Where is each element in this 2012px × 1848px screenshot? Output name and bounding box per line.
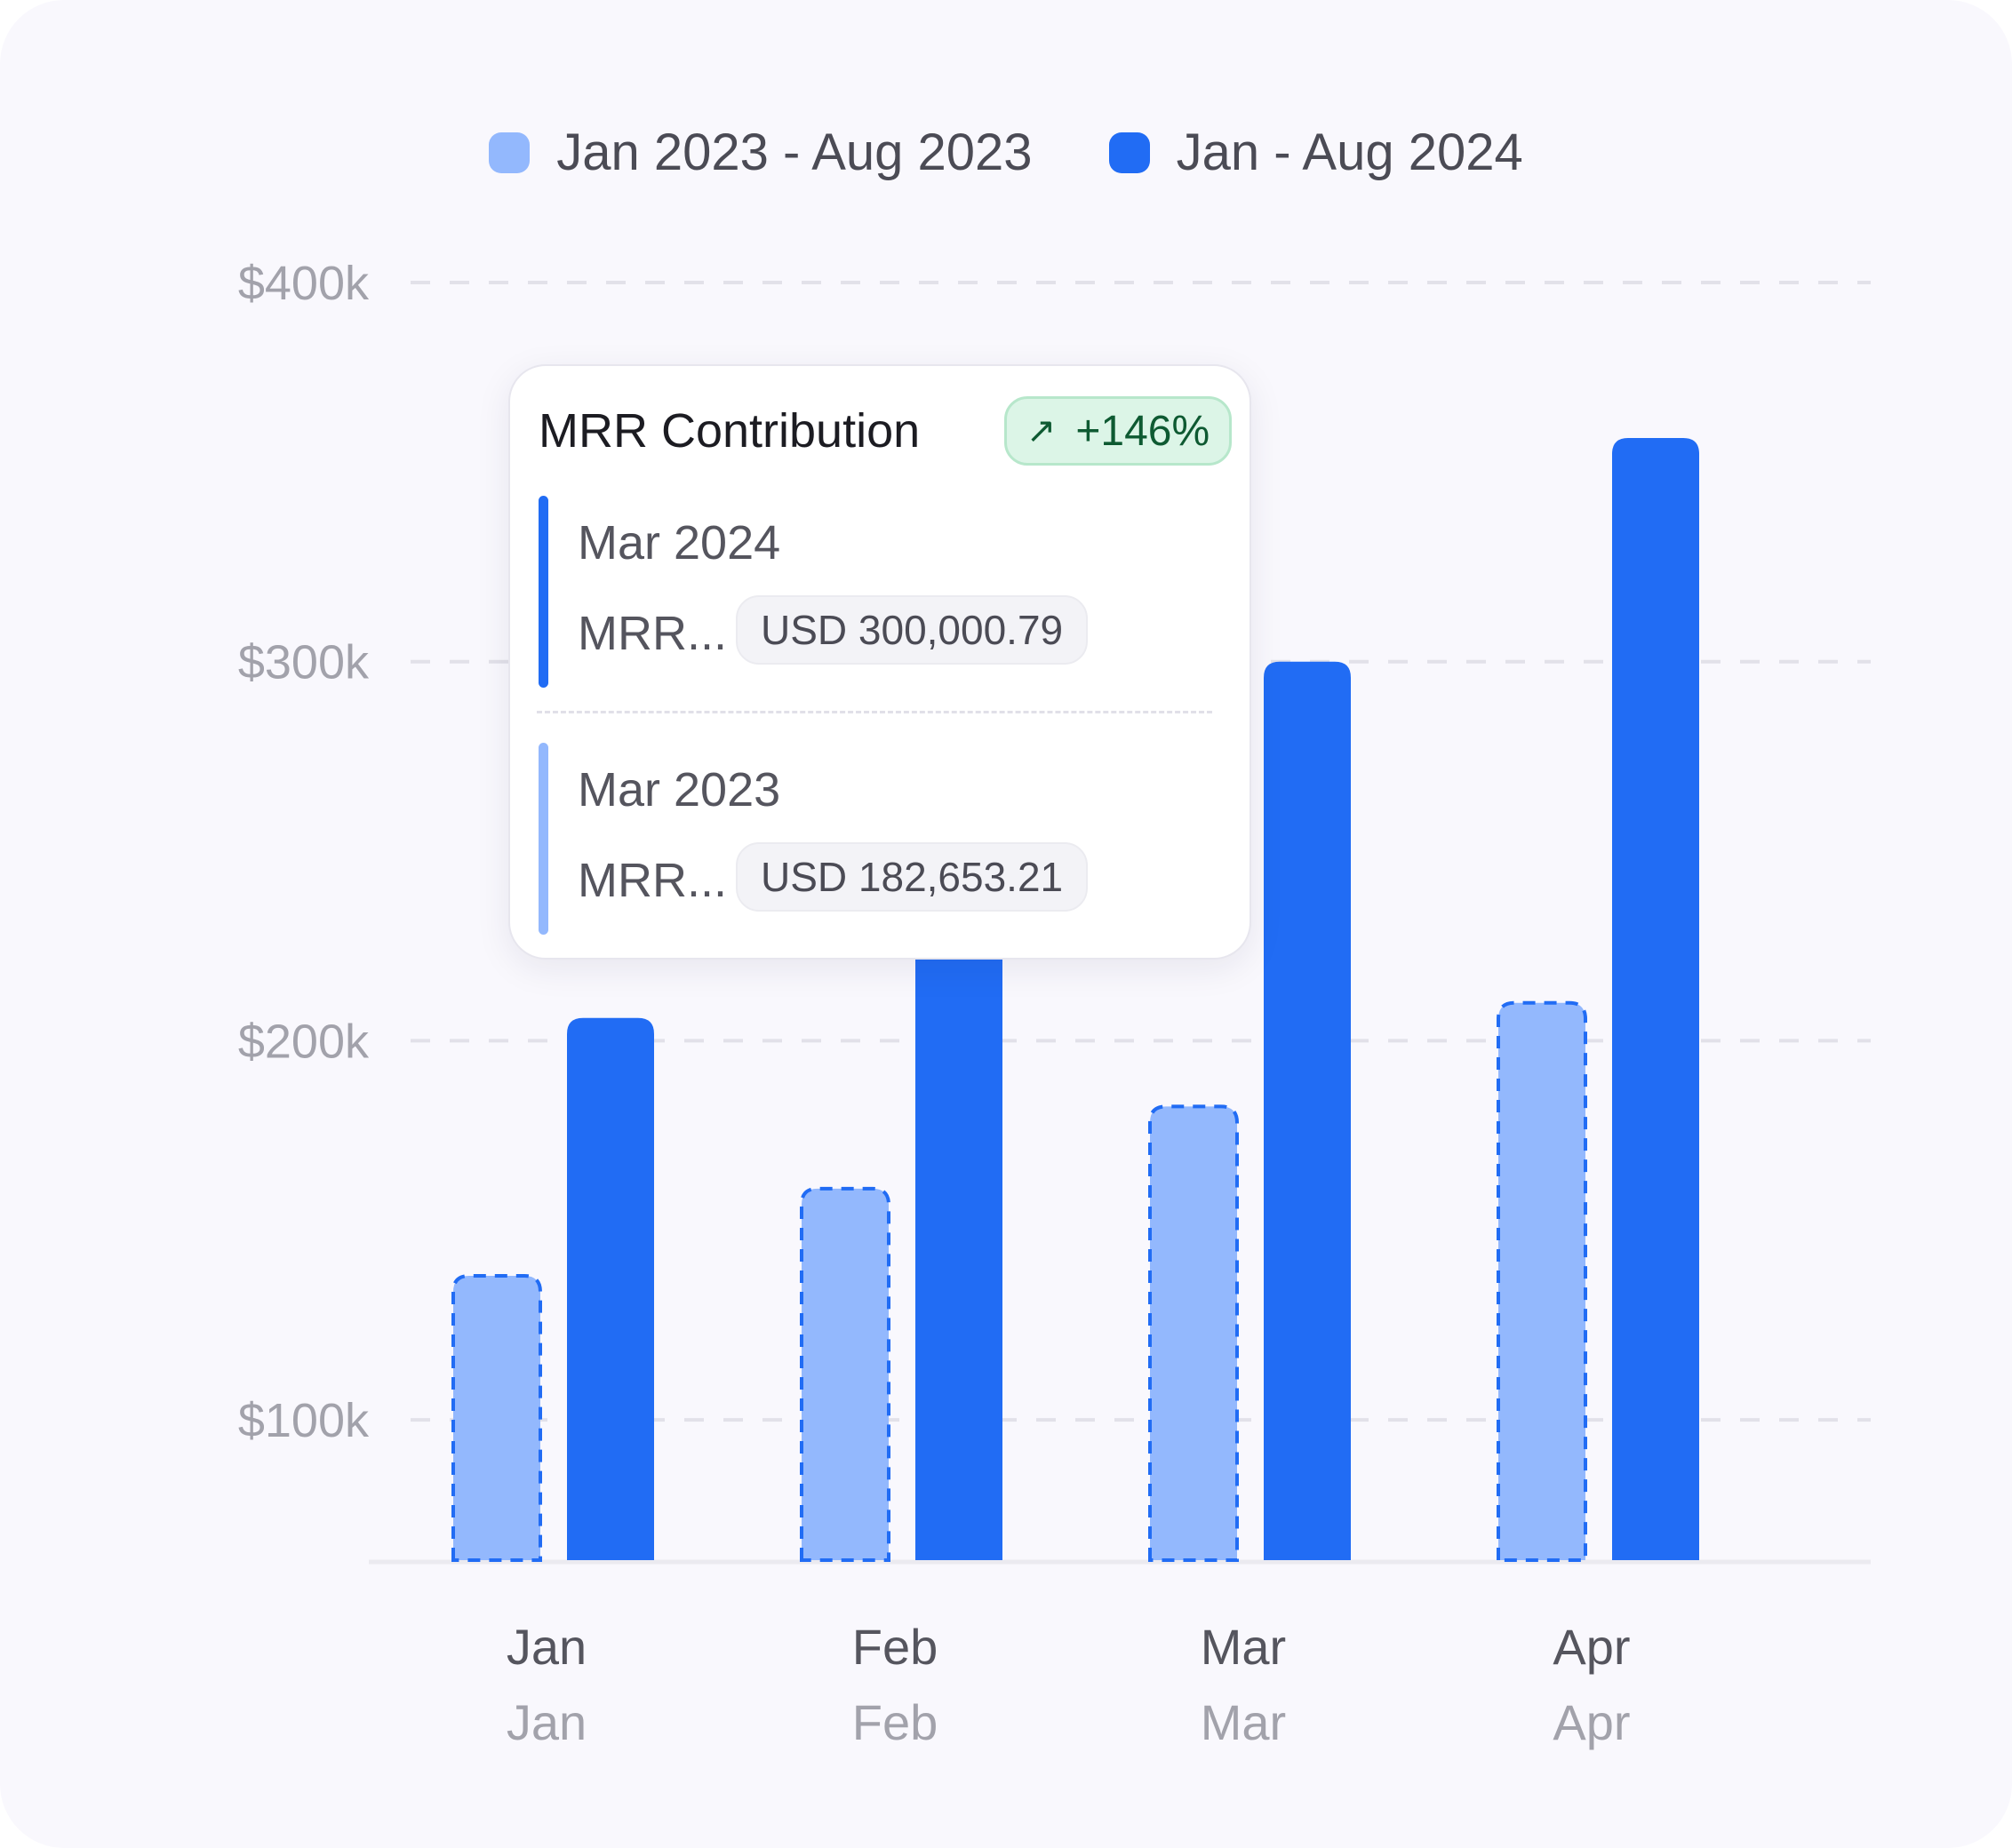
x-tick-sublabel: Jan (507, 1694, 587, 1750)
growth-badge: ↗ +146% (1004, 396, 1232, 466)
y-tick-label: $400k (238, 257, 370, 310)
bar-2024-feb (915, 870, 1002, 1560)
bar-2024-apr (1612, 437, 1699, 1560)
legend-item-2024[interactable]: Jan - Aug 2024 (1108, 123, 1523, 182)
legend: Jan 2023 - Aug 2023 Jan - Aug 2024 (0, 123, 2012, 182)
legend-item-2023[interactable]: Jan 2023 - Aug 2023 (489, 123, 1033, 182)
arrow-up-right-icon: ↗ (1026, 411, 1057, 450)
x-tick-sublabel: Apr (1553, 1694, 1630, 1750)
bar-2023-mar (1148, 1104, 1239, 1562)
tooltip-divider (537, 711, 1212, 713)
y-tick-label: $100k (238, 1394, 370, 1447)
x-tick-label: Mar (1201, 1619, 1286, 1675)
y-tick-label: $200k (238, 1015, 370, 1068)
bar-2023-feb (800, 1186, 890, 1562)
tooltip: MRR Contribution ↗ +146% Mar 2024 MRR...… (508, 364, 1251, 960)
tooltip-entry-metric: MRR... (578, 607, 727, 660)
bar-2023-apr (1497, 1000, 1587, 1562)
x-tick-sublabel: Mar (1201, 1694, 1286, 1750)
legend-label-2023: Jan 2023 - Aug 2023 (556, 123, 1033, 181)
y-tick-label: $300k (238, 636, 370, 689)
tooltip-title: MRR Contribution (539, 404, 921, 458)
tooltip-entry-period: Mar 2024 (578, 516, 781, 570)
legend-swatch-2024 (1108, 131, 1150, 173)
x-tick-sublabel: Feb (852, 1694, 938, 1750)
growth-badge-text: +146% (1075, 407, 1210, 455)
bar-2023-jan (451, 1273, 542, 1562)
tooltip-entry-2024: Mar 2024 MRR... USD 300,000.79 (539, 496, 1232, 688)
tooltip-entry-value: USD 300,000.79 (736, 595, 1089, 665)
legend-swatch-2023 (489, 131, 531, 173)
tooltip-entry-color-bar (539, 743, 548, 935)
x-tick-label: Jan (507, 1619, 587, 1675)
tooltip-entry-metric: MRR... (578, 854, 727, 907)
bar-2024-jan (567, 1017, 654, 1560)
x-tick-label: Apr (1553, 1619, 1630, 1675)
legend-label-2024: Jan - Aug 2024 (1176, 123, 1523, 181)
bar-2024-mar (1264, 661, 1351, 1560)
tooltip-entry-color-bar (539, 496, 548, 688)
tooltip-entry-value: USD 182,653.21 (736, 842, 1089, 912)
tooltip-entry-2023: Mar 2023 MRR... USD 182,653.21 (539, 743, 1232, 935)
tooltip-entry-period: Mar 2023 (578, 763, 781, 816)
x-tick-label: Feb (852, 1619, 938, 1675)
